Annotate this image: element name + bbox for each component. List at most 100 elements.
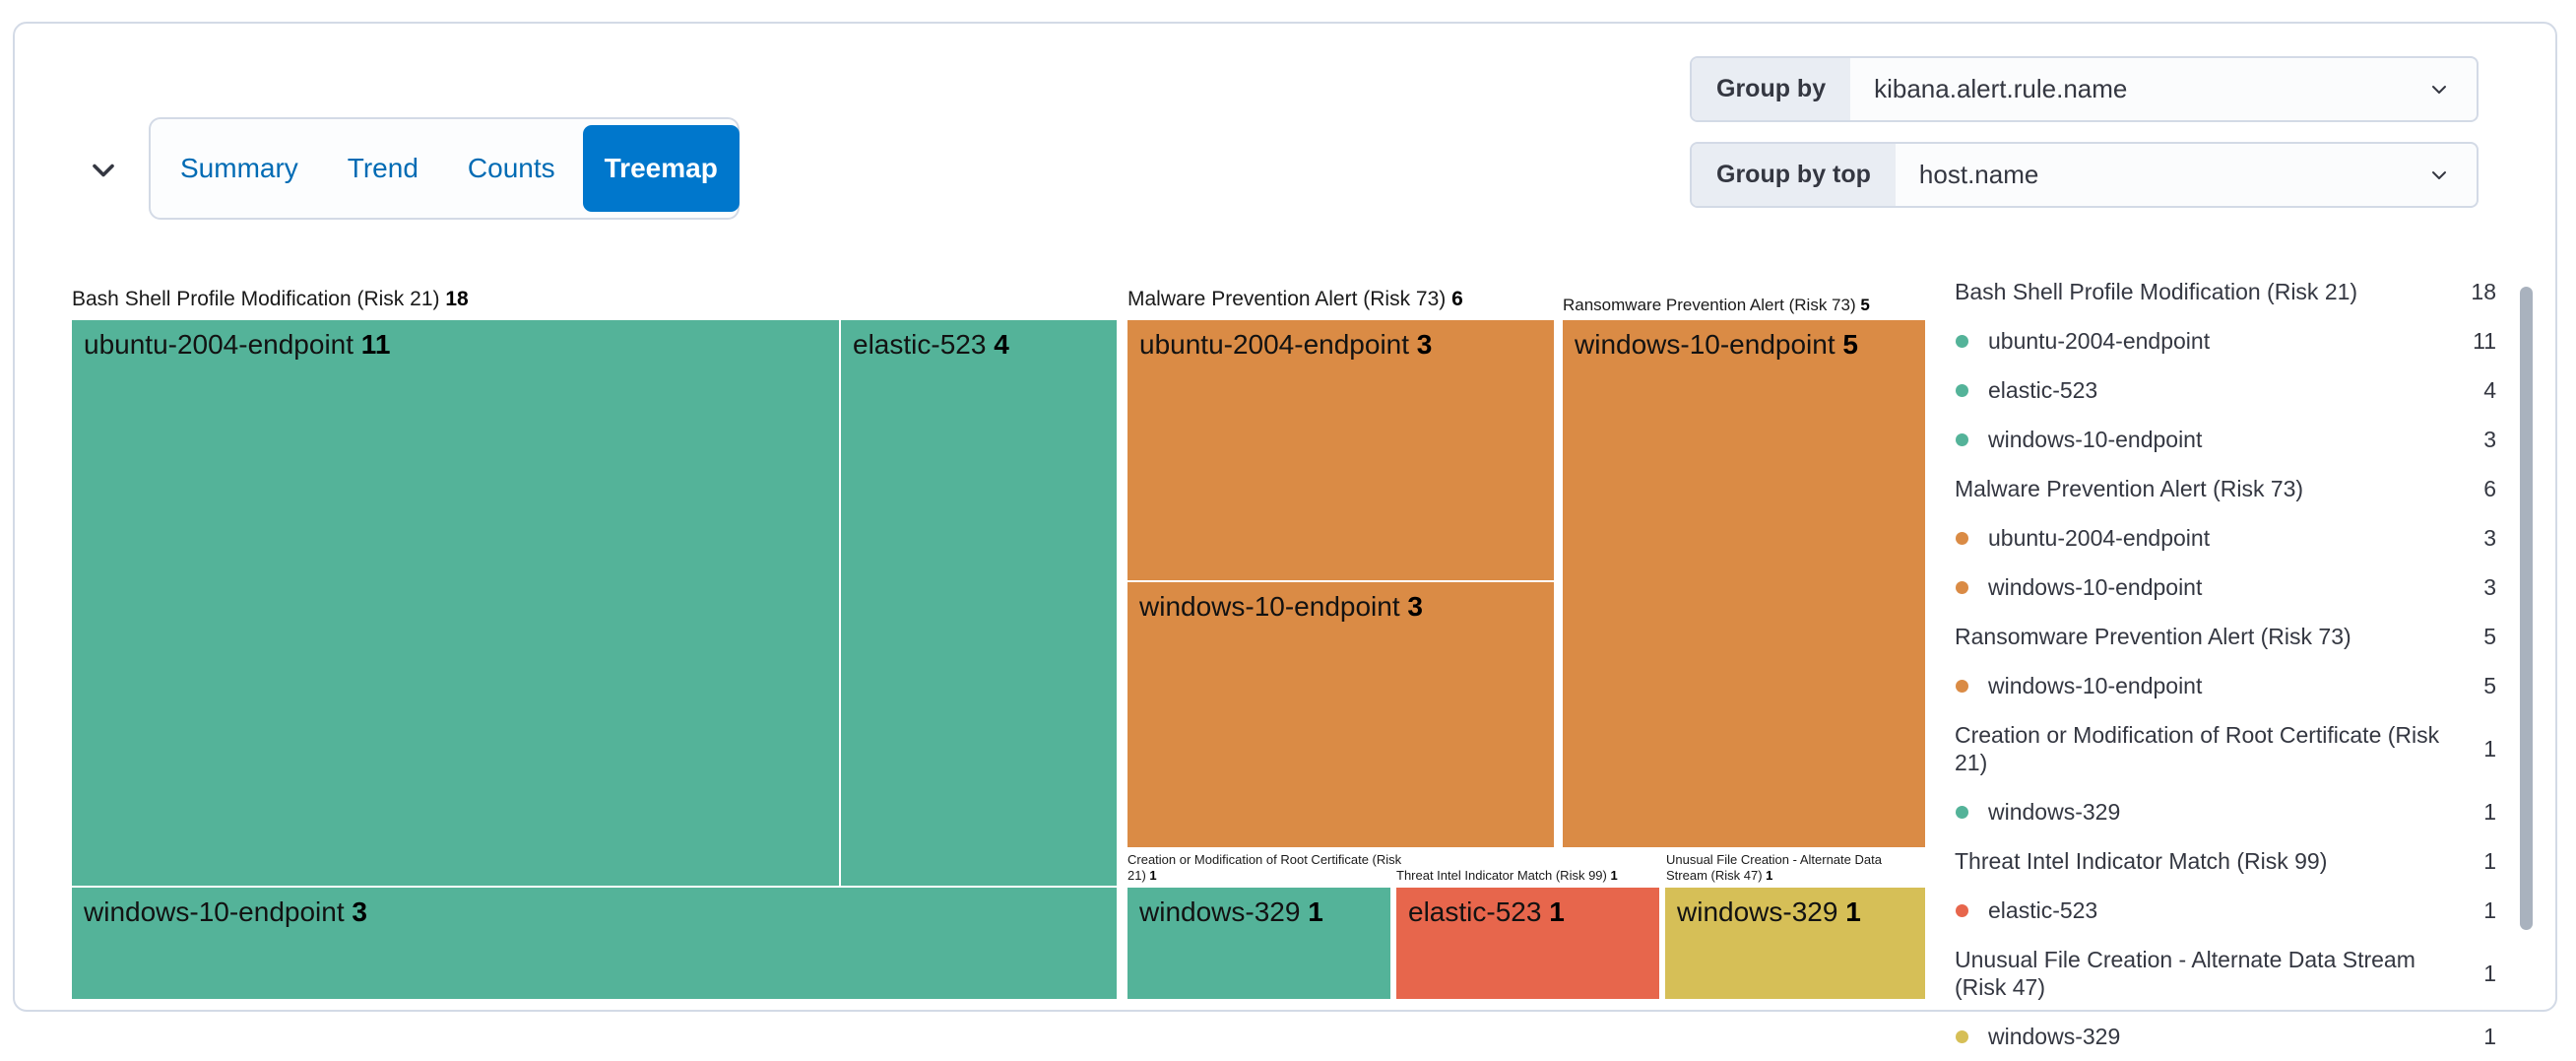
tab-counts[interactable]: Counts xyxy=(446,125,577,212)
treemap-tile-label: ubuntu-2004-endpoint 11 xyxy=(84,329,390,361)
treemap-tile[interactable]: ubuntu-2004-endpoint 11 xyxy=(72,320,839,886)
legend-color-dot xyxy=(1956,432,1968,446)
treemap-tile-label: ubuntu-2004-endpoint 3 xyxy=(1139,329,1432,361)
legend-group-count: 1 xyxy=(2483,736,2496,762)
legend-group-label: Ransomware Prevention Alert (Risk 73) xyxy=(1955,624,2351,649)
legend-color-dot xyxy=(1956,531,1968,545)
legend-group-label: Unusual File Creation - Alternate Data S… xyxy=(1955,947,2415,1000)
legend-group-count: 5 xyxy=(2483,624,2496,649)
legend-host-label: windows-329 xyxy=(1988,799,2121,825)
label-text: elastic-523 xyxy=(1408,896,1550,927)
legend-host-row[interactable]: elastic-523 4 xyxy=(1947,365,2496,415)
tab-trend[interactable]: Trend xyxy=(326,125,440,212)
treemap-tile[interactable]: windows-329 1 xyxy=(1665,888,1925,999)
legend-group-label: Bash Shell Profile Modification (Risk 21… xyxy=(1955,279,2358,304)
treemap-tile[interactable]: windows-10-endpoint 5 xyxy=(1563,320,1925,847)
treemap-tile-label: windows-10-endpoint 3 xyxy=(1139,591,1423,623)
treemap-group-label: Unusual File Creation - Alternate Data S… xyxy=(1666,852,1920,884)
label-text: windows-10-endpoint xyxy=(84,896,353,927)
alerts-panel: Summary Trend Counts Treemap Group by ki… xyxy=(13,22,2557,1049)
legend-host-row[interactable]: ubuntu-2004-endpoint 3 xyxy=(1947,513,2496,563)
legend-host-label: windows-329 xyxy=(1988,1024,2121,1049)
collapse-panel-button[interactable] xyxy=(84,152,123,191)
legend-host-label: windows-10-endpoint xyxy=(1988,427,2203,452)
legend-host-label: ubuntu-2004-endpoint xyxy=(1988,525,2211,551)
treemap-tile[interactable]: windows-10-endpoint 3 xyxy=(1127,582,1554,847)
legend-host-count: 1 xyxy=(2483,897,2496,923)
legend-host-count: 1 xyxy=(2483,1024,2496,1049)
treemap-group-label: Bash Shell Profile Modification (Risk 21… xyxy=(72,288,469,311)
group-by-top-select[interactable]: Group by top host.name xyxy=(1690,142,2479,208)
legend-color-dot xyxy=(1956,679,1968,693)
legend-group-row: Bash Shell Profile Modification (Risk 21… xyxy=(1947,267,2496,316)
treemap-tile-label: elastic-523 1 xyxy=(1408,896,1565,928)
legend-host-row[interactable]: windows-329 1 xyxy=(1947,1012,2496,1061)
legend-group-row: Malware Prevention Alert (Risk 73) 6 xyxy=(1947,464,2496,513)
label-text: ubuntu-2004-endpoint xyxy=(1139,329,1417,360)
legend-scrollbar-thumb[interactable] xyxy=(2520,287,2533,930)
label-text: Bash Shell Profile Modification (Risk 21… xyxy=(72,288,446,310)
legend-group-count: 18 xyxy=(2471,279,2496,304)
label-text: ubuntu-2004-endpoint xyxy=(84,329,361,360)
label-count: 5 xyxy=(1860,296,1870,314)
label-text: windows-329 xyxy=(1677,896,1846,927)
chevron-down-icon xyxy=(86,164,121,191)
legend-host-row[interactable]: windows-10-endpoint 3 xyxy=(1947,415,2496,464)
chevron-down-icon xyxy=(2427,58,2477,120)
legend-color-dot xyxy=(1956,383,1968,397)
legend-color-dot xyxy=(1956,580,1968,594)
legend-host-count: 3 xyxy=(2483,427,2496,452)
label-count: 18 xyxy=(445,288,469,310)
label-text: windows-10-endpoint xyxy=(1575,329,1843,360)
legend-host-label: ubuntu-2004-endpoint xyxy=(1988,328,2211,354)
legend-host-count: 3 xyxy=(2483,574,2496,600)
legend-host-row[interactable]: windows-10-endpoint 3 xyxy=(1947,563,2496,612)
treemap-tile[interactable]: windows-329 1 xyxy=(1127,888,1390,999)
label-text: Unusual File Creation - Alternate Data S… xyxy=(1666,852,1882,883)
legend-color-dot xyxy=(1956,1029,1968,1043)
treemap-group-label: Creation or Modification of Root Certifi… xyxy=(1127,852,1403,884)
legend-host-count: 5 xyxy=(2483,673,2496,698)
legend-host-count: 11 xyxy=(2473,328,2496,354)
legend-host-row[interactable]: windows-329 1 xyxy=(1947,787,2496,836)
chevron-down-icon xyxy=(2427,144,2477,206)
legend-color-dot xyxy=(1956,903,1968,917)
label-count: 1 xyxy=(1149,868,1157,883)
treemap-tile[interactable]: ubuntu-2004-endpoint 3 xyxy=(1127,320,1554,580)
legend-group-row: Unusual File Creation - Alternate Data S… xyxy=(1947,935,2496,1012)
view-tab-group: Summary Trend Counts Treemap xyxy=(149,117,740,220)
label-count: 5 xyxy=(1842,329,1858,360)
label-count: 1 xyxy=(1845,896,1861,927)
treemap-tile-label: windows-10-endpoint 5 xyxy=(1575,329,1858,361)
label-text: elastic-523 xyxy=(853,329,995,360)
treemap-tile[interactable]: windows-10-endpoint 3 xyxy=(72,888,1117,999)
tab-treemap[interactable]: Treemap xyxy=(582,125,740,212)
tab-summary[interactable]: Summary xyxy=(159,125,320,212)
label-text: windows-10-endpoint xyxy=(1139,591,1408,622)
legend-host-label: windows-10-endpoint xyxy=(1988,574,2203,600)
label-text: Malware Prevention Alert (Risk 73) xyxy=(1127,288,1452,310)
legend-host-row[interactable]: elastic-523 1 xyxy=(1947,886,2496,935)
label-count: 4 xyxy=(994,329,1009,360)
legend-group-count: 6 xyxy=(2483,476,2496,501)
label-text: windows-329 xyxy=(1139,896,1309,927)
label-count: 6 xyxy=(1451,288,1463,310)
label-count: 1 xyxy=(1549,896,1565,927)
legend-host-row[interactable]: windows-10-endpoint 5 xyxy=(1947,661,2496,710)
label-count: 3 xyxy=(352,896,367,927)
treemap-tile[interactable]: elastic-523 1 xyxy=(1396,888,1659,999)
group-by-select[interactable]: Group by kibana.alert.rule.name xyxy=(1690,56,2479,122)
legend-color-dot xyxy=(1956,805,1968,819)
treemap-tile[interactable]: elastic-523 4 xyxy=(841,320,1117,886)
group-by-value: kibana.alert.rule.name xyxy=(1874,74,2128,103)
treemap-group-label: Ransomware Prevention Alert (Risk 73) 5 xyxy=(1563,296,1870,315)
treemap-group-label: Malware Prevention Alert (Risk 73) 6 xyxy=(1127,288,1463,311)
legend-host-row[interactable]: ubuntu-2004-endpoint 11 xyxy=(1947,316,2496,365)
label-text: Creation or Modification of Root Certifi… xyxy=(1127,852,1402,883)
label-count: 1 xyxy=(1308,896,1323,927)
legend-group-row: Ransomware Prevention Alert (Risk 73) 5 xyxy=(1947,612,2496,661)
legend-host-label: windows-10-endpoint xyxy=(1988,673,2203,698)
legend-host-count: 4 xyxy=(2483,377,2496,403)
group-by-label: Group by xyxy=(1692,58,1851,120)
legend-group-count: 1 xyxy=(2483,961,2496,986)
